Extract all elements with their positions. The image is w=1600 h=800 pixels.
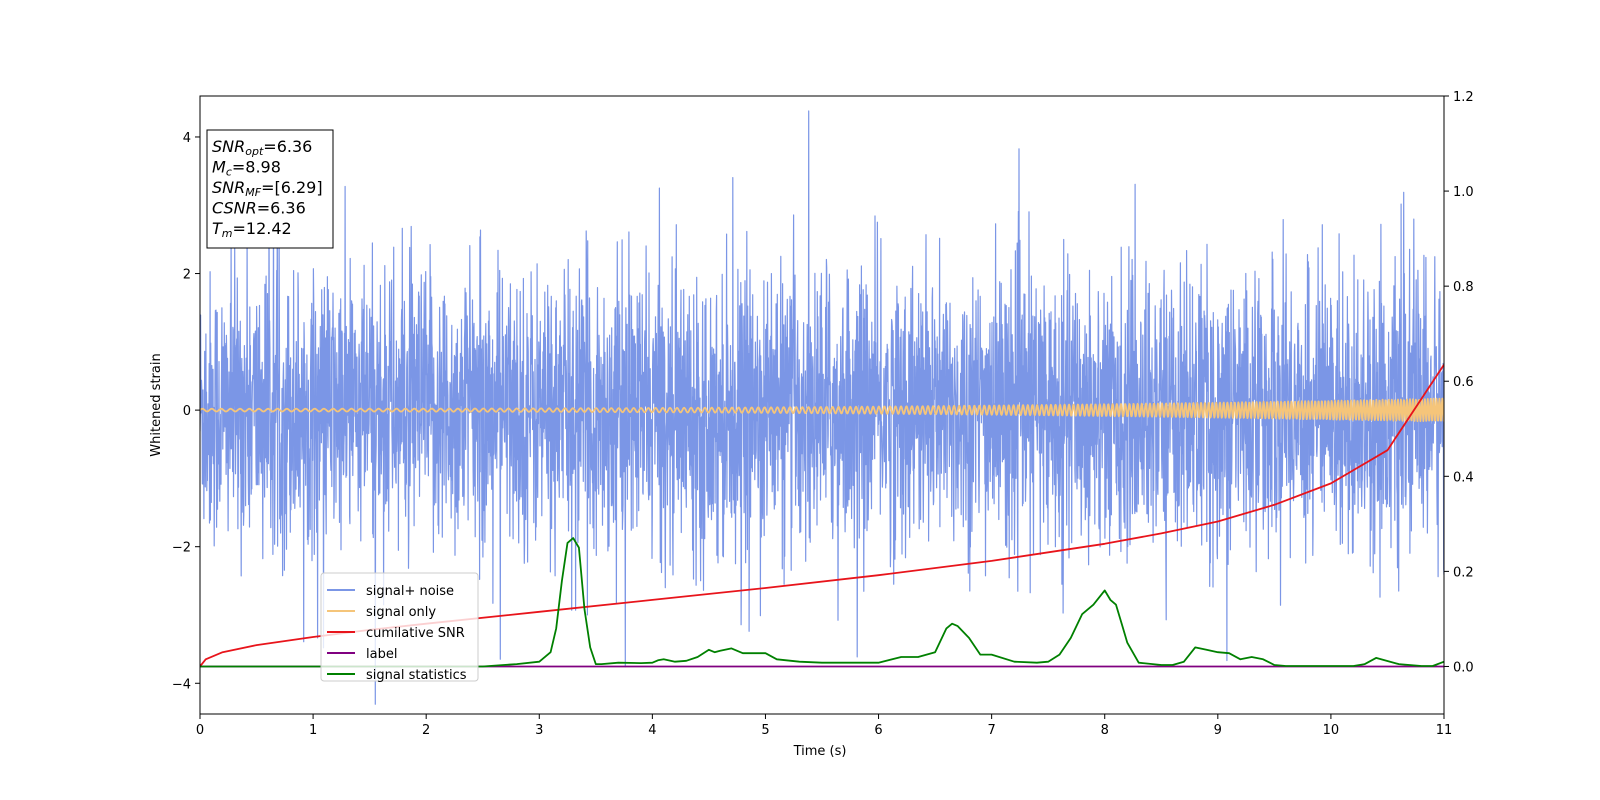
info-line: Tm=12.42 — [212, 219, 292, 240]
legend-label: signal+ noise — [366, 584, 454, 599]
plot-frame — [199, 95, 1445, 715]
y-left-tick-label: 0 — [183, 404, 191, 419]
y-axis-label: Whitened strain — [149, 353, 164, 456]
x-tick-label: 9 — [1214, 723, 1222, 738]
info-line: Mc=8.98 — [212, 158, 281, 179]
series-line-2 — [200, 364, 1444, 668]
y-left-tick-label: 4 — [183, 131, 191, 146]
x-tick-label: 11 — [1436, 723, 1453, 738]
y-left-tick-label: −2 — [172, 541, 191, 556]
legend-label: cumilative SNR — [366, 626, 465, 641]
legend: signal+ noise signal only cumilative SNR la… — [320, 572, 479, 683]
x-tick-label: 0 — [196, 723, 204, 738]
x-tick-label: 4 — [648, 723, 656, 738]
y-right-tick-label: 1.0 — [1453, 185, 1474, 200]
y-right-tick-label: 0.6 — [1453, 375, 1474, 390]
series-line-4 — [200, 537, 1444, 668]
x-tick-label: 2 — [422, 723, 430, 738]
info-line: SNRopt=6.36 — [212, 137, 312, 158]
x-tick-label: 7 — [987, 723, 995, 738]
y-right-tick-label: 0.4 — [1453, 470, 1474, 485]
x-axis-label: Time (s) — [793, 744, 847, 759]
x-tick-label: 6 — [874, 723, 882, 738]
x-tick-label: 1 — [309, 723, 317, 738]
y-right-tick-label: 1.2 — [1453, 90, 1474, 105]
y-axis-right: 0.0 0.2 0.4 0.6 0.8 1.0 1.2 — [1444, 90, 1474, 675]
info-line: CSNR=6.36 — [212, 199, 306, 218]
x-axis: 0 1 2 3 4 5 6 7 8 9 10 11 — [196, 714, 1452, 738]
series-line-1 — [200, 397, 1444, 423]
legend-label: signal statistics — [366, 668, 467, 683]
x-tick-label: 5 — [761, 723, 769, 738]
legend-label: label — [366, 647, 397, 662]
x-tick-label: 10 — [1323, 723, 1340, 738]
y-axis-left: −4 −2 0 2 4 — [172, 131, 200, 692]
legend-label: signal only — [366, 605, 436, 620]
info-line: SNRMF=[6.29] — [212, 178, 323, 199]
y-left-tick-label: −4 — [172, 677, 191, 692]
series-line-0 — [200, 110, 1444, 705]
y-left-tick-label: 2 — [183, 268, 191, 283]
y-right-tick-label: 0.2 — [1453, 565, 1474, 580]
x-tick-label: 3 — [535, 723, 543, 738]
x-tick-label: 8 — [1101, 723, 1109, 738]
y-right-tick-label: 0.8 — [1453, 280, 1474, 295]
info-box: SNRopt=6.36Mc=8.98SNRMF=[6.29]CSNR=6.36T… — [206, 129, 334, 249]
y-right-tick-label: 0.0 — [1453, 660, 1474, 675]
